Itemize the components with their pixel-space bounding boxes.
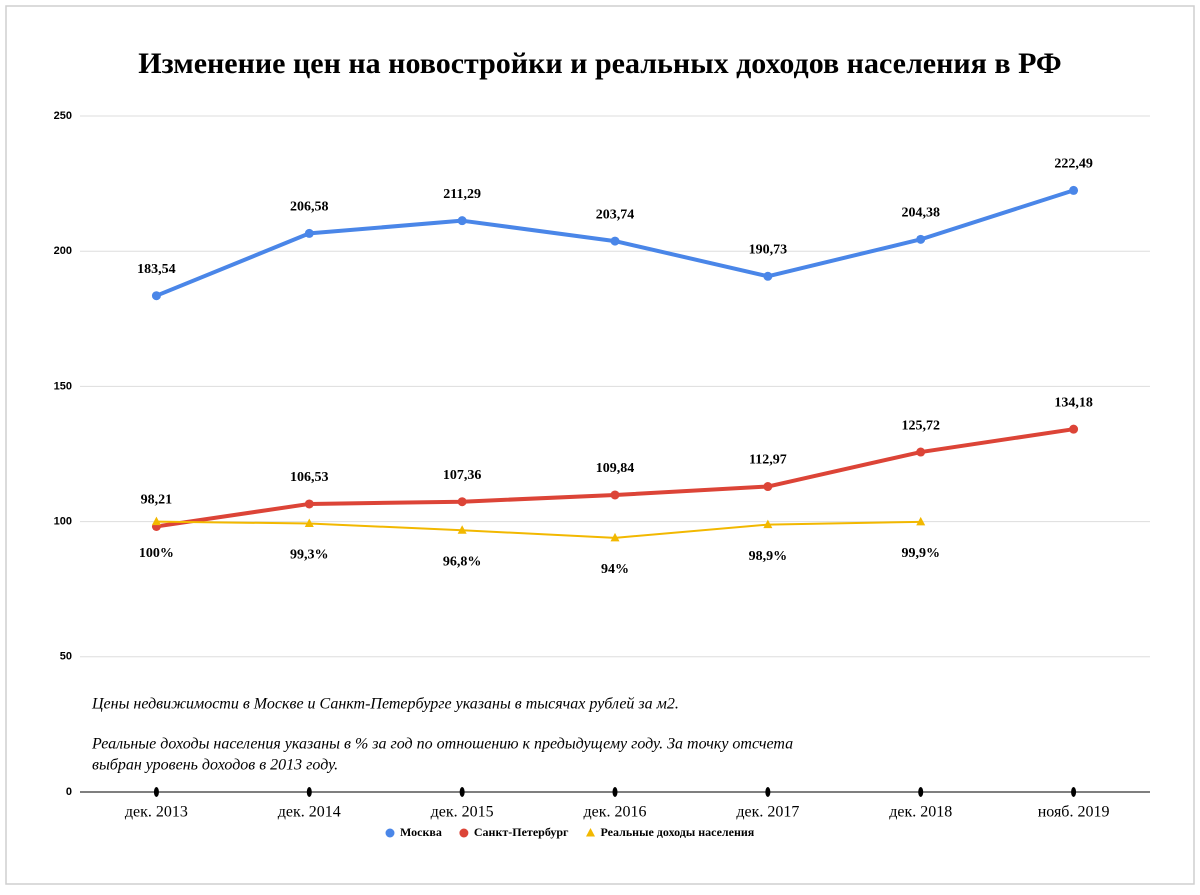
frame (5, 5, 1195, 885)
data-label: 99,3% (290, 548, 329, 563)
y-tick-label: 250 (54, 110, 72, 122)
x-tick (306, 787, 312, 797)
point (586, 828, 595, 837)
data-label: 203,74 (596, 207, 635, 222)
point (610, 490, 620, 500)
x-tick-label: дек. 2013 (125, 804, 188, 821)
data-label: 107,36 (443, 468, 482, 483)
x-tick (153, 787, 159, 797)
data-label: 96,8% (443, 554, 482, 569)
data-label: 99,9% (901, 546, 940, 561)
legend-label: Реальные доходы населения (601, 825, 755, 839)
x-tick (765, 787, 771, 797)
x-tick-label: дек. 2016 (583, 804, 646, 821)
y-tick-label: 200 (54, 245, 72, 257)
point (916, 234, 926, 244)
note: выбран уровень доходов в 2013 году. (92, 757, 338, 774)
point (151, 516, 161, 526)
x-tick-label: дек. 2018 (889, 804, 952, 821)
y-tick-label: 0 (66, 786, 72, 798)
data-label: 134,18 (1054, 395, 1093, 410)
point (457, 216, 467, 226)
point (457, 497, 467, 507)
note: Цены недвижимости в Москве и Санкт-Петер… (91, 696, 679, 713)
x-tick-label: дек. 2015 (431, 804, 494, 821)
note: Реальные доходы населения указаны в % за… (91, 736, 793, 753)
data-label: 98,9% (749, 549, 788, 564)
series-line (156, 520, 921, 539)
point (385, 828, 395, 838)
point (151, 291, 161, 301)
point (763, 519, 773, 529)
legend-label: Москва (400, 825, 442, 839)
point (304, 499, 314, 509)
data-label: 204,38 (901, 206, 940, 221)
point (763, 271, 773, 281)
point (459, 828, 469, 838)
data-label: 98,21 (141, 493, 173, 508)
data-label: 183,54 (137, 262, 176, 277)
data-label: 125,72 (901, 418, 940, 433)
chart-title: Изменение цен на новостройки и реальных … (138, 47, 1061, 80)
data-label: 222,49 (1054, 157, 1093, 172)
point (916, 447, 926, 457)
point (763, 482, 773, 492)
point (1069, 424, 1079, 434)
x-tick-label: дек. 2014 (278, 804, 341, 821)
point (304, 228, 314, 238)
x-tick-label: нояб. 2019 (1038, 804, 1110, 821)
y-tick-label: 150 (54, 380, 72, 392)
point (610, 236, 620, 246)
point (304, 518, 314, 527)
data-label: 211,29 (443, 187, 481, 202)
point (610, 532, 620, 542)
x-tick (612, 787, 618, 797)
x-tick-label: дек. 2017 (736, 804, 799, 821)
point (457, 525, 467, 534)
x-tick (459, 787, 465, 797)
data-label: 94% (601, 562, 629, 577)
y-tick-label: 100 (54, 516, 72, 528)
data-label: 206,58 (290, 200, 329, 215)
data-label: 100% (139, 546, 174, 561)
y-tick-label: 50 (60, 651, 72, 663)
data-label: 109,84 (596, 461, 635, 476)
x-tick (918, 787, 924, 797)
point (916, 516, 926, 526)
data-label: 112,97 (749, 453, 787, 468)
legend-label: Санкт-Петербург (474, 825, 569, 839)
data-label: 106,53 (290, 470, 329, 485)
x-tick (1071, 787, 1077, 797)
point (1069, 185, 1079, 195)
data-label: 190,73 (749, 242, 788, 257)
